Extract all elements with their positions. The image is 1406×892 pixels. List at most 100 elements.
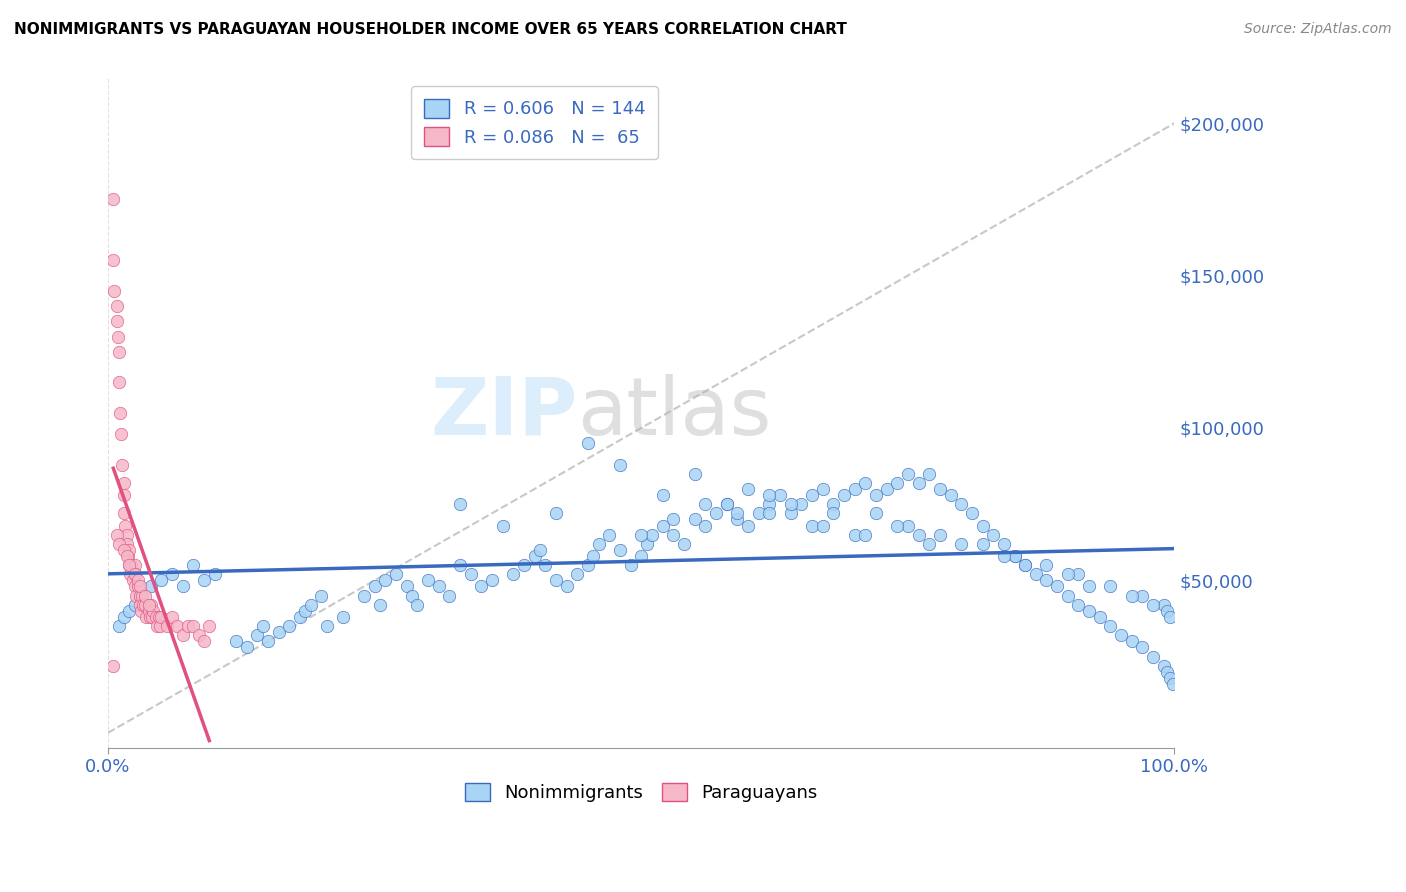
Point (118, 604, 141, 618)
Point (758, 506, 780, 520)
Point (427, 579, 450, 593)
Point (117, 549, 139, 563)
Point (865, 488, 887, 502)
Point (142, 604, 165, 618)
Point (278, 619, 301, 633)
Point (993, 537, 1015, 551)
Point (150, 610, 173, 624)
Point (853, 475, 876, 490)
Point (897, 467, 920, 481)
Point (124, 567, 146, 582)
Point (395, 579, 418, 593)
Point (118, 558, 141, 573)
Point (1004, 549, 1026, 563)
Point (928, 527, 950, 541)
Point (1004, 549, 1026, 563)
Point (363, 579, 385, 593)
Point (129, 589, 152, 603)
Point (103, 253, 125, 268)
Point (110, 427, 132, 442)
Point (853, 527, 876, 541)
Point (1035, 558, 1057, 573)
Point (267, 625, 290, 640)
Point (449, 558, 471, 573)
Point (160, 567, 183, 582)
Point (1078, 579, 1101, 593)
Point (1159, 671, 1181, 685)
Point (582, 549, 605, 563)
Point (105, 314, 128, 328)
Point (105, 527, 128, 541)
Point (683, 467, 706, 481)
Point (1132, 589, 1154, 603)
Point (112, 488, 135, 502)
Point (193, 574, 215, 588)
Point (662, 512, 685, 526)
Text: Source: ZipAtlas.com: Source: ZipAtlas.com (1244, 22, 1392, 37)
Point (134, 589, 156, 603)
Point (981, 527, 1004, 541)
Point (112, 506, 135, 520)
Point (235, 640, 257, 655)
Point (368, 598, 391, 612)
Point (1099, 579, 1122, 593)
Point (695, 497, 717, 511)
Point (118, 558, 141, 573)
Point (865, 506, 887, 520)
Point (630, 527, 652, 541)
Point (695, 518, 717, 533)
Point (844, 482, 866, 496)
Point (800, 488, 823, 502)
Point (790, 497, 813, 511)
Point (1067, 567, 1090, 582)
Text: atlas: atlas (578, 374, 772, 451)
Point (225, 634, 247, 648)
Point (115, 549, 138, 563)
Point (1014, 558, 1036, 573)
Point (918, 537, 941, 551)
Point (748, 506, 770, 520)
Point (177, 619, 200, 633)
Point (1142, 598, 1164, 612)
Point (181, 558, 204, 573)
Point (779, 506, 801, 520)
Point (103, 193, 125, 207)
Point (138, 604, 160, 618)
Point (972, 537, 994, 551)
Point (662, 527, 685, 541)
Point (972, 518, 994, 533)
Point (1153, 658, 1175, 673)
Point (993, 549, 1015, 563)
Point (150, 574, 173, 588)
Point (124, 567, 146, 582)
Point (385, 567, 408, 582)
Point (534, 558, 557, 573)
Point (567, 567, 589, 582)
Point (145, 610, 167, 624)
Point (129, 604, 152, 618)
Point (779, 497, 801, 511)
Text: NONIMMIGRANTS VS PARAGUAYAN HOUSEHOLDER INCOME OVER 65 YEARS CORRELATION CHART: NONIMMIGRANTS VS PARAGUAYAN HOUSEHOLDER … (14, 22, 846, 37)
Point (406, 598, 429, 612)
Point (907, 475, 929, 490)
Point (181, 619, 204, 633)
Point (1132, 640, 1154, 655)
Point (138, 598, 160, 612)
Point (598, 527, 620, 541)
Point (811, 482, 834, 496)
Point (107, 344, 129, 359)
Point (800, 518, 823, 533)
Point (491, 518, 513, 533)
Point (939, 488, 962, 502)
Point (401, 589, 423, 603)
Point (1067, 598, 1090, 612)
Point (107, 619, 129, 633)
Point (513, 558, 536, 573)
Point (529, 542, 551, 557)
Point (758, 497, 780, 511)
Point (416, 574, 439, 588)
Point (1156, 665, 1178, 679)
Point (844, 527, 866, 541)
Point (103, 284, 125, 298)
Point (129, 589, 152, 603)
